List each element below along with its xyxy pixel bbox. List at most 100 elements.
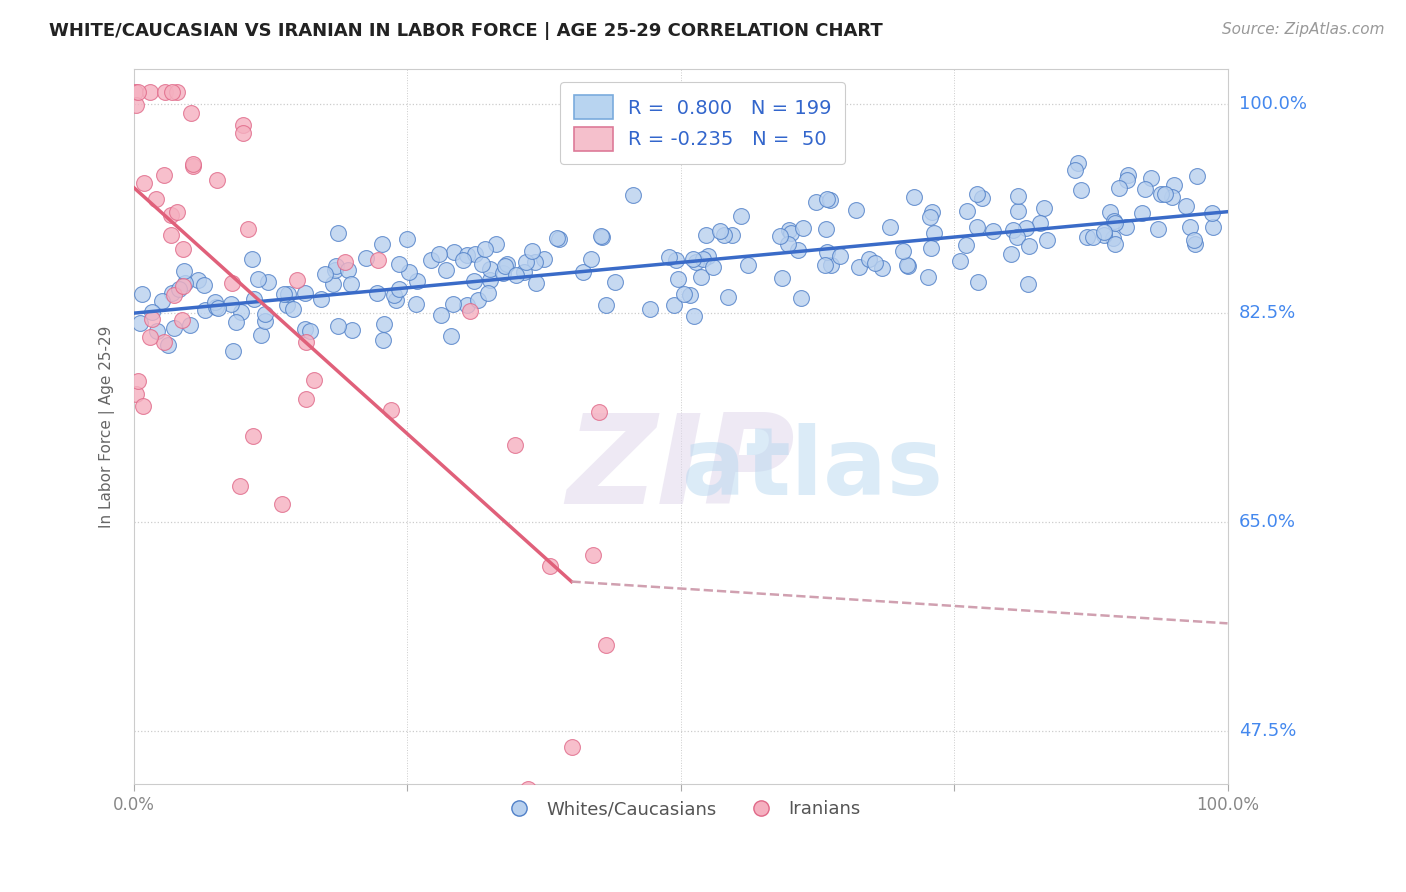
- Point: [464, 246, 486, 260]
- Point: [194, 302, 217, 317]
- Point: [1163, 178, 1185, 192]
- Point: [387, 282, 409, 296]
- Point: [132, 399, 155, 413]
- Point: [225, 315, 247, 329]
- Point: [696, 249, 718, 263]
- Point: [187, 273, 209, 287]
- Point: [494, 259, 516, 273]
- Point: [721, 227, 744, 242]
- Point: [1139, 171, 1161, 186]
- Text: 100.0%: 100.0%: [1239, 95, 1306, 113]
- Point: [125, 387, 148, 401]
- Point: [276, 298, 298, 312]
- Point: [388, 257, 411, 271]
- Point: [685, 255, 707, 269]
- Point: [828, 249, 851, 263]
- Point: [163, 288, 186, 302]
- Legend: Whites/Caucasians, Iranians: Whites/Caucasians, Iranians: [494, 793, 868, 825]
- Point: [443, 244, 465, 259]
- Point: [385, 293, 408, 308]
- Point: [548, 232, 571, 246]
- Point: [1104, 216, 1126, 230]
- Point: [966, 186, 988, 201]
- Point: [174, 276, 197, 290]
- Point: [515, 255, 537, 269]
- Point: [1182, 233, 1205, 247]
- Point: [124, 86, 146, 100]
- Point: [478, 261, 501, 276]
- Point: [207, 301, 229, 315]
- Point: [430, 308, 453, 322]
- Point: [304, 373, 326, 387]
- Point: [281, 302, 304, 317]
- Point: [294, 285, 316, 300]
- Point: [1017, 277, 1039, 291]
- Point: [546, 231, 568, 245]
- Point: [815, 192, 838, 206]
- Point: [924, 226, 946, 240]
- Point: [139, 329, 162, 343]
- Point: [474, 242, 496, 256]
- Point: [406, 274, 429, 288]
- Point: [503, 438, 526, 452]
- Point: [427, 247, 450, 261]
- Point: [682, 252, 704, 267]
- Point: [323, 263, 346, 277]
- Point: [690, 269, 713, 284]
- Point: [917, 270, 939, 285]
- Point: [366, 286, 388, 301]
- Point: [219, 296, 242, 310]
- Point: [395, 232, 418, 246]
- Point: [294, 322, 316, 336]
- Point: [1067, 156, 1090, 170]
- Point: [1175, 199, 1198, 213]
- Point: [167, 282, 190, 296]
- Point: [337, 263, 360, 277]
- Point: [1005, 229, 1028, 244]
- Point: [1018, 239, 1040, 253]
- Point: [588, 405, 610, 419]
- Point: [702, 260, 724, 275]
- Point: [1007, 189, 1029, 203]
- Point: [170, 313, 193, 327]
- Point: [981, 224, 1004, 238]
- Point: [523, 255, 546, 269]
- Text: 82.5%: 82.5%: [1239, 304, 1296, 322]
- Point: [242, 429, 264, 443]
- Point: [1000, 247, 1022, 261]
- Point: [1185, 169, 1208, 184]
- Point: [591, 229, 613, 244]
- Point: [1184, 237, 1206, 252]
- Point: [478, 273, 501, 287]
- Point: [858, 252, 880, 266]
- Point: [713, 227, 735, 242]
- Point: [205, 173, 228, 187]
- Point: [863, 256, 886, 270]
- Point: [1102, 213, 1125, 227]
- Point: [163, 321, 186, 335]
- Point: [1118, 168, 1140, 182]
- Point: [240, 252, 263, 266]
- Point: [380, 403, 402, 417]
- Point: [513, 265, 536, 279]
- Point: [492, 267, 515, 281]
- Point: [1015, 221, 1038, 235]
- Point: [367, 252, 389, 267]
- Point: [516, 781, 538, 796]
- Point: [125, 98, 148, 112]
- Point: [382, 288, 405, 302]
- Point: [1154, 187, 1177, 202]
- Point: [769, 228, 792, 243]
- Point: [1115, 220, 1137, 235]
- Point: [920, 241, 942, 255]
- Point: [405, 297, 427, 311]
- Point: [222, 344, 245, 359]
- Point: [471, 257, 494, 271]
- Point: [463, 274, 485, 288]
- Point: [340, 277, 363, 291]
- Point: [456, 248, 478, 262]
- Point: [1130, 206, 1153, 220]
- Point: [325, 260, 347, 274]
- Point: [1001, 223, 1024, 237]
- Point: [333, 254, 356, 268]
